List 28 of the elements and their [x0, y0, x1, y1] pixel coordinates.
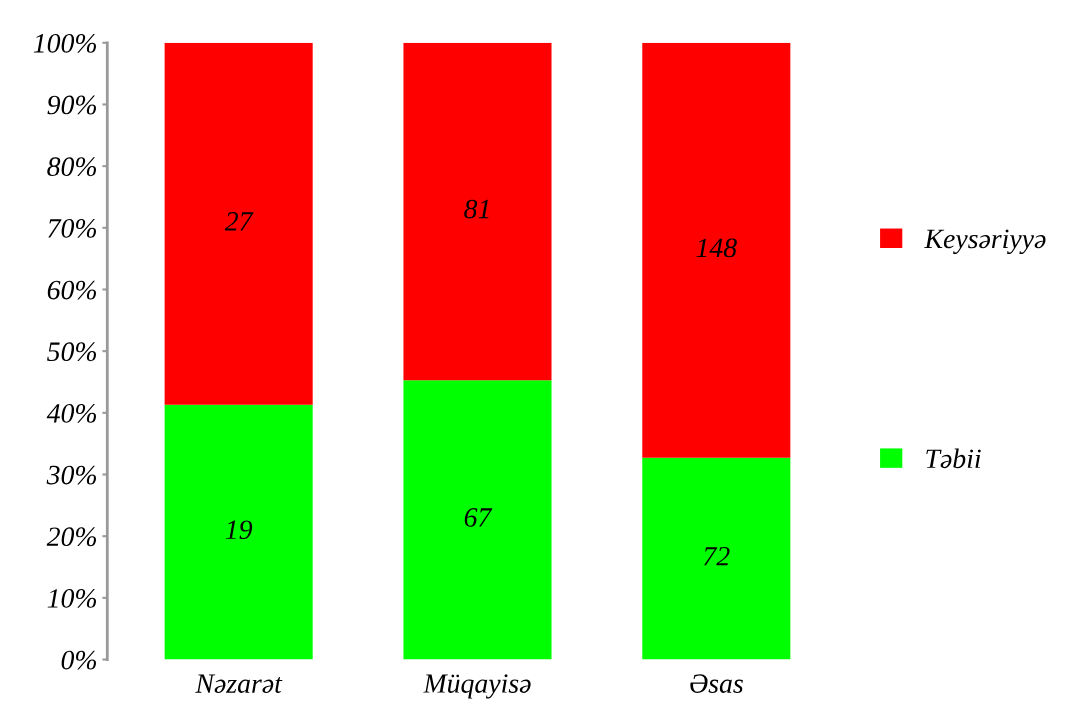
y-tick-label: 40%	[46, 403, 96, 423]
y-tick-label: 30%	[46, 465, 96, 485]
annotation: 148	[696, 238, 737, 258]
y-tick-label: 80%	[47, 157, 96, 177]
y-tick-label: 20%	[46, 527, 96, 547]
y-tick-label: 50%	[47, 342, 96, 362]
annotation: 72	[704, 546, 730, 566]
bar	[403, 42, 552, 381]
annotation: 19	[225, 520, 253, 540]
legend-label: Keysəriyyə	[924, 229, 1046, 254]
x-tick-label: Əsas	[690, 674, 743, 693]
bar	[642, 457, 791, 660]
y-tick-label: 10%	[47, 589, 96, 608]
bar	[403, 380, 552, 660]
annotation: 81	[464, 199, 489, 219]
bar	[164, 42, 313, 405]
annotation: 27	[224, 212, 254, 231]
y-tick-label: 100%	[33, 33, 96, 53]
y-tick-label: 70%	[48, 218, 96, 238]
annotation: 67	[464, 508, 493, 527]
bar	[164, 404, 313, 660]
y-tick-label: 0%	[61, 650, 96, 670]
bar	[642, 42, 791, 458]
legend-label: Təbii	[926, 448, 981, 469]
y-tick-label: 60%	[47, 280, 96, 300]
x-tick-label: Müqayisə	[423, 674, 531, 699]
y-tick-label: 90%	[47, 95, 96, 115]
x-tick-label: Nəzarət	[195, 674, 283, 693]
